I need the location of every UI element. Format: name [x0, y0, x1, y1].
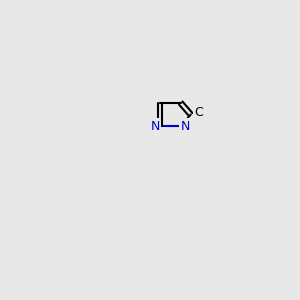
Text: N: N [181, 120, 190, 133]
Text: C: C [194, 106, 203, 119]
Text: N: N [151, 120, 160, 133]
